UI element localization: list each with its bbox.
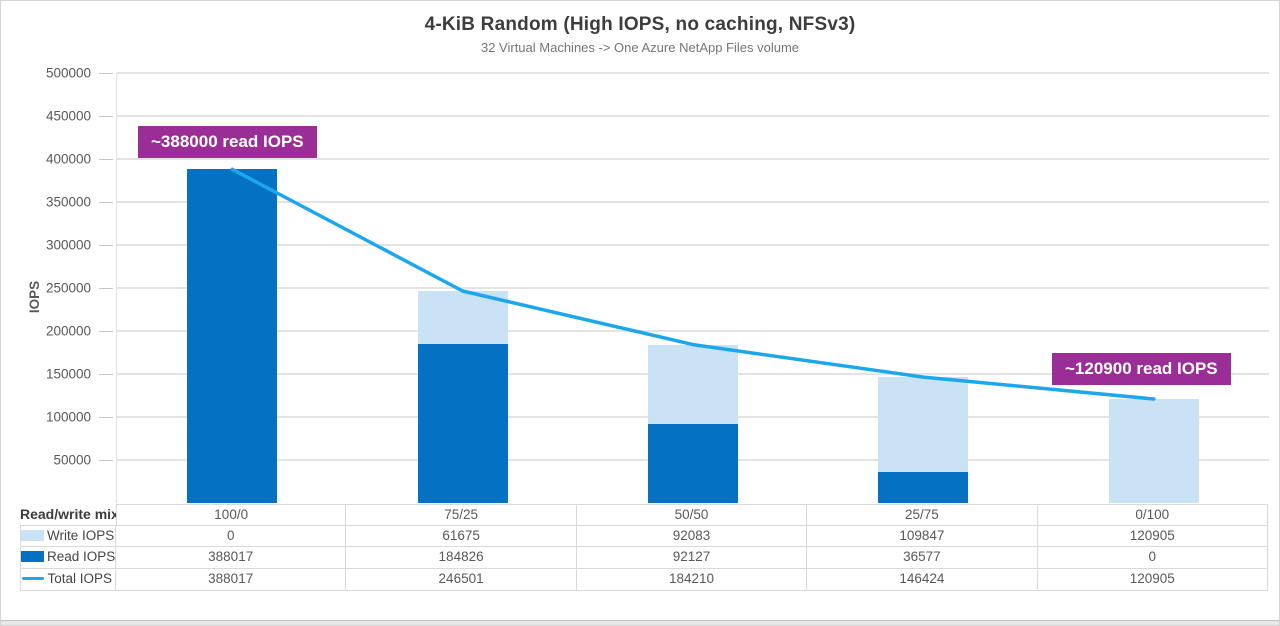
gridline: [117, 330, 1269, 332]
legend-row-label: Write IOPS: [20, 525, 116, 548]
plot-area: [116, 72, 1269, 503]
page-title: 4-KiB Random (High IOPS, no caching, NFS…: [424, 14, 856, 35]
legend-label: Total IOPS: [47, 571, 112, 587]
bar-write-iops: [878, 377, 969, 472]
y-axis-tick: [99, 330, 113, 332]
y-axis-tick: [99, 416, 113, 418]
y-axis-tick-label: 350000: [45, 194, 91, 210]
legend-label: Read IOPS: [47, 549, 116, 565]
read-iops-legend-swatch: [21, 551, 44, 563]
value-cell: 184826: [346, 547, 577, 570]
y-axis-tick-label: 150000: [45, 366, 91, 382]
write-iops-legend-swatch: [21, 529, 44, 541]
bar-write-iops: [1108, 399, 1199, 503]
gridline: [117, 244, 1269, 246]
y-axis-tick-label: 250000: [45, 280, 91, 296]
total-iops-polyline: [230, 167, 1156, 401]
category-cell: 50/50: [576, 504, 808, 526]
value-cell: 109847: [807, 525, 1038, 548]
value-cell: 388017: [116, 569, 347, 591]
y-axis-tick-label: 50000: [53, 452, 91, 468]
category-cell: 25/75: [807, 504, 1038, 526]
legend-row-label: Read IOPS: [20, 547, 116, 570]
category-cell: 75/25: [346, 504, 577, 526]
value-cell: 36577: [807, 547, 1038, 570]
value-cell: 120905: [1037, 569, 1268, 591]
total-iops-line: [230, 167, 1156, 401]
value-cell: 92083: [576, 525, 808, 548]
bar-read-iops: [417, 344, 508, 503]
bar-read-iops: [187, 169, 278, 503]
value-cell: 246501: [346, 569, 577, 591]
value-cell: 146424: [807, 569, 1038, 591]
y-axis-tick-label: 300000: [45, 237, 91, 253]
y-axis-tick: [99, 72, 113, 74]
value-cell: 92127: [576, 547, 808, 570]
value-cell: 120905: [1037, 525, 1268, 548]
gridline: [117, 201, 1269, 203]
y-axis-tick-label: 500000: [45, 65, 91, 81]
category-cell: 0/100: [1037, 504, 1268, 526]
bar-read-iops: [878, 471, 969, 503]
bar-write-iops: [417, 291, 508, 345]
bar-write-iops: [648, 344, 738, 424]
total-iops-legend-swatch: [22, 577, 45, 581]
y-axis-tick: [99, 158, 113, 160]
y-axis-tick: [99, 115, 113, 117]
y-axis-tick-label: 100000: [45, 409, 91, 425]
data-table: Read/write mix 100/0 75/25 50/50 25/75 0/100 W…: [20, 504, 1268, 591]
value-cell: 184210: [576, 569, 808, 591]
value-cell: 388017: [116, 547, 347, 570]
table-row-header: Read/write mix: [20, 504, 116, 526]
gridline: [117, 115, 1269, 117]
legend-row-label: Total IOPS: [20, 569, 116, 591]
gridline: [117, 72, 1269, 74]
value-cell: 0: [116, 525, 347, 548]
y-axis-tick: [99, 373, 113, 375]
legend-label: Write IOPS: [47, 527, 115, 543]
y-axis-tick: [99, 287, 113, 289]
category-cell: 100/0: [116, 504, 347, 526]
annotation-read-iops-right: ~120900 read IOPS: [1052, 353, 1231, 385]
annotation-read-iops-left: ~388000 read IOPS: [138, 126, 317, 158]
chart-subtitle: 32 Virtual Machines -> One Azure NetApp …: [480, 40, 800, 55]
y-axis-tick-label: 200000: [45, 323, 91, 339]
y-axis-tick: [99, 201, 113, 203]
gridline: [117, 158, 1269, 160]
frame-bottom-edge: [1, 620, 1279, 625]
y-axis-tick: [99, 244, 113, 246]
bar-read-iops: [648, 423, 738, 503]
value-cell: 61675: [346, 525, 577, 548]
y-axis: 50000 100000 150000 200000 250000 300000 35000…: [1, 66, 116, 503]
y-axis-tick: [99, 459, 113, 461]
y-axis-tick-label: 450000: [45, 108, 91, 124]
value-cell: 0: [1037, 547, 1268, 570]
gridline: [117, 287, 1269, 289]
y-axis-tick-label: 400000: [45, 151, 91, 167]
